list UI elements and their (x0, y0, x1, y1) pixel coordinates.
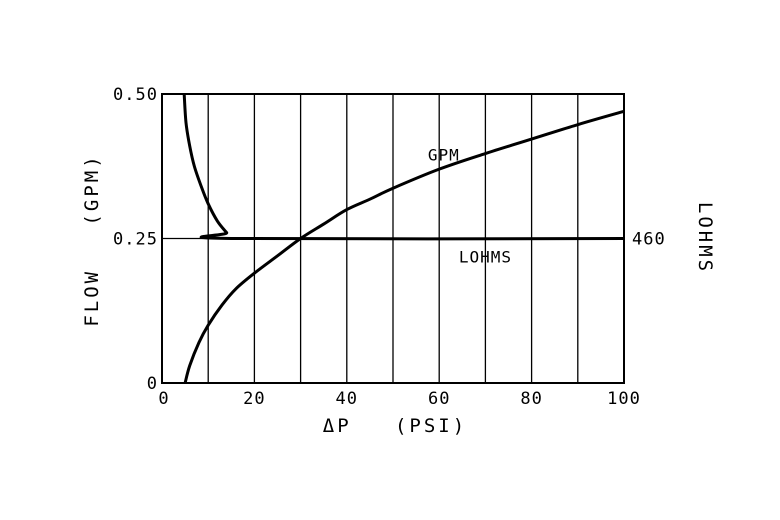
series-line-lohms (182, 93, 625, 241)
x-tick-label: 80 (520, 389, 542, 409)
series-label-lohms: LOHMS (459, 248, 512, 267)
x-tick-label: 100 (607, 389, 641, 409)
y-tick-label: 0.25 (113, 230, 158, 250)
y-tick-label: 0 (147, 374, 158, 394)
x-tick-label: 60 (428, 389, 450, 409)
series-group (182, 93, 625, 384)
x-tick-label: 40 (336, 389, 358, 409)
series-label-gpm: GPM (428, 146, 460, 165)
y-tick-labels: 0 0.25 0.50 (113, 85, 158, 394)
x-axis-title: ΔP (PSI) (323, 415, 467, 437)
series-line-gpm (183, 109, 625, 384)
x-tick-label: 20 (243, 389, 265, 409)
x-tick-label: 0 (158, 389, 169, 409)
y2-tick-labels: 460 (632, 230, 666, 250)
y2-axis-title: LOHMS (694, 202, 716, 274)
x-tick-labels: 0 20 40 60 80 100 (158, 389, 641, 409)
y-axis-title: FLOW (GPM) (81, 153, 103, 326)
y-tick-label: 0.50 (113, 85, 158, 105)
y2-tick-label: 460 (632, 230, 666, 250)
